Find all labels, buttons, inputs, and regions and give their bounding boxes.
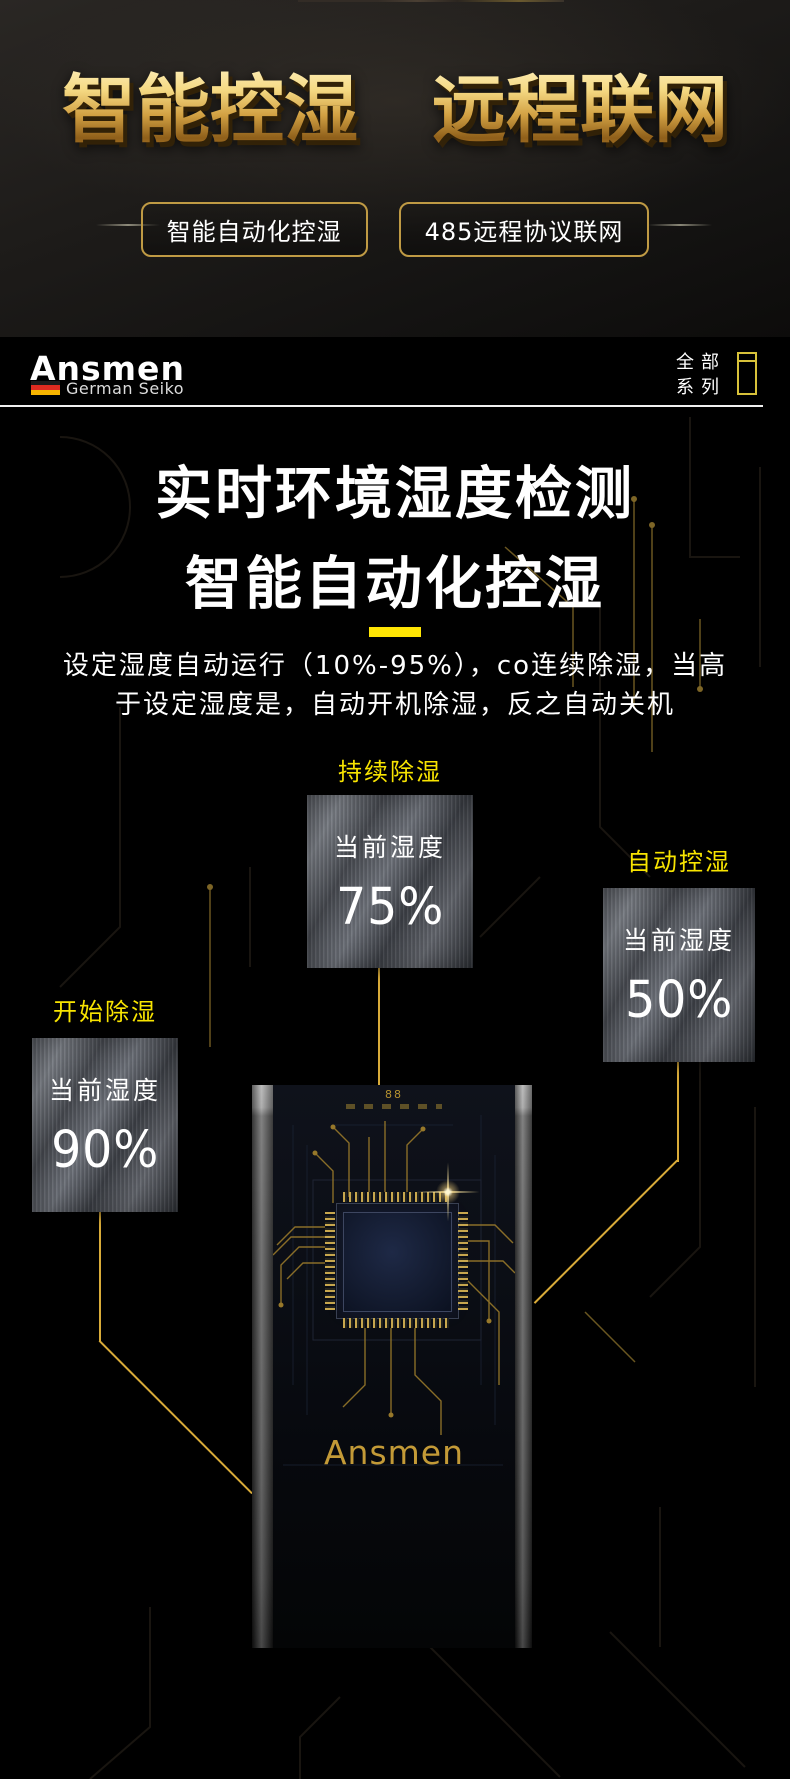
device-display: 88 [385,1088,403,1101]
chip-pins-bottom [343,1318,450,1328]
connector-center [378,966,380,1088]
description: 设定湿度自动运行（10%-95%），co连续除湿，当高 于设定湿度是，自动开机除… [0,647,790,725]
background-circuit-pattern [59,417,761,1779]
heading-line-2: 智能自动化控湿 [185,551,605,617]
chip-pins-left [325,1212,335,1310]
hero-badges: 智能自动化控湿 485远程协议联网 [0,202,790,257]
device-display-icons [346,1104,442,1109]
humidity-card-start: 当前湿度 90% [32,1038,178,1212]
chip-pins-top [343,1192,450,1202]
hero-title: 智能控湿 远程联网 [0,60,790,160]
description-line-1: 设定湿度自动运行（10%-95%），co连续除湿，当高 [62,651,728,681]
heading-line-1: 实时环境湿度检测 [155,461,635,527]
series-button[interactable]: 全部 系列 [676,350,757,400]
device-image: 88 Ansmen [228,1085,535,1648]
humidity-value: 75% [335,878,445,937]
current-humidity-label: 当前湿度 [622,926,735,955]
device-brand-logo: Ansmen [323,1433,465,1472]
series-label-line1: 全部 [676,352,726,373]
connector-left-vertical [99,1212,101,1341]
badge-485-network: 485远程协议联网 [398,202,650,257]
lens-streak-right [648,224,712,226]
lens-streak-left [96,224,160,226]
badge-smart-humidity-control: 智能自动化控湿 [140,202,368,257]
device-front-panel: 88 Ansmen [273,1085,515,1648]
connector-right-vertical [677,1060,679,1162]
chip-pins-right [458,1212,468,1310]
current-humidity-label: 当前湿度 [48,1076,161,1105]
card-label-auto: 自动控湿 [627,848,731,876]
hero-section: 智能控湿 远程联网 智能自动化控湿 485远程协议联网 [0,0,790,337]
current-humidity-label: 当前湿度 [333,833,446,862]
card-label-start: 开始除湿 [53,998,157,1026]
description-line-2: 于设定湿度是，自动开机除湿，反之自动关机 [114,690,675,720]
german-flag-icon [31,381,60,395]
series-label-line2: 系列 [676,377,726,398]
sparkle-flare-icon [413,1157,483,1227]
humidity-value: 90% [50,1121,160,1180]
brand-bar: Ansmen German Seiko 全部 系列 [0,337,763,407]
humidity-card-continuous: 当前湿度 75% [307,795,473,968]
brand-subtitle: German Seiko [66,379,185,398]
top-edge-artifact [298,0,564,2]
device-left-pillar [252,1085,273,1648]
device-right-pillar [515,1085,532,1648]
card-label-continuous: 持续除湿 [338,758,442,786]
main-section: 实时环境湿度检测 智能自动化控湿 设定湿度自动运行（10%-95%），co连续除… [0,407,790,1779]
heading-underline [369,627,421,637]
chip-die [343,1212,452,1312]
cabinet-icon [737,352,757,395]
humidity-card-auto: 当前湿度 50% [603,888,755,1062]
series-label: 全部 系列 [676,350,726,400]
humidity-value: 50% [624,971,734,1030]
